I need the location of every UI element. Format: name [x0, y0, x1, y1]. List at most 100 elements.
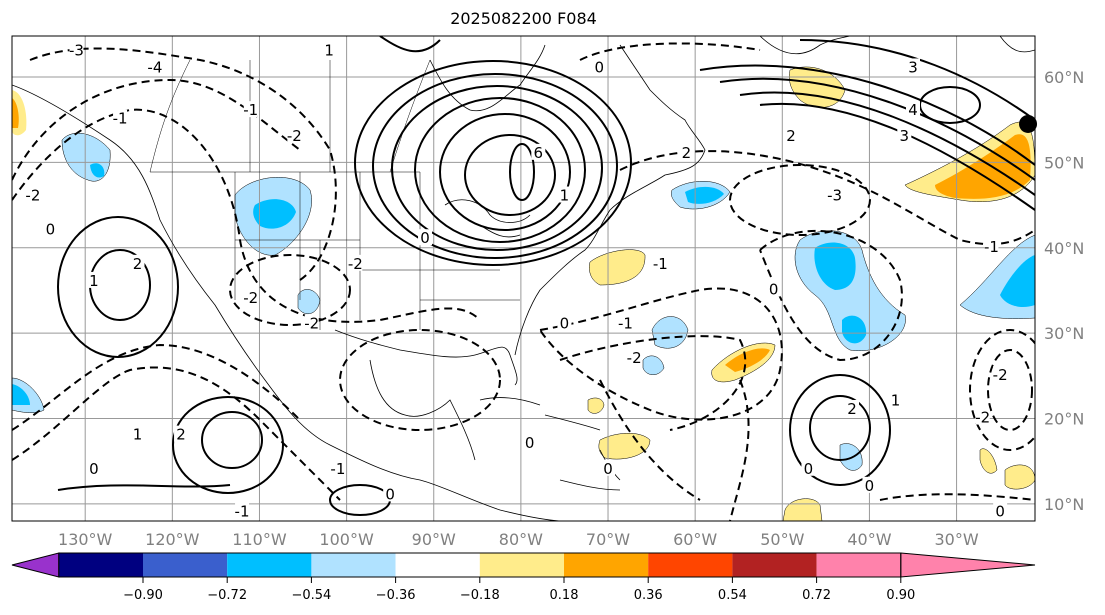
colorbar-tick-label: −0.90: [123, 588, 163, 603]
x-tick-label: 120°W: [145, 530, 200, 549]
fill-positive: [587, 397, 605, 414]
colorbar-tick-label: −0.54: [291, 588, 331, 603]
contour-label: -2: [25, 187, 40, 205]
y-tick-label: 40°N: [1044, 239, 1084, 258]
contour-negative: [879, 493, 1035, 501]
location-marker: [1019, 114, 1038, 133]
contour-label: -1: [618, 315, 633, 333]
contour-positive: [57, 216, 179, 358]
contour-label-bg: [235, 502, 250, 519]
contour-label: -1: [235, 502, 250, 520]
contour-negative: [729, 379, 750, 521]
y-tick-label: 50°N: [1044, 153, 1084, 172]
contour-positive: [354, 60, 632, 266]
contour-label: 3: [900, 127, 910, 145]
contour-label: 1: [560, 187, 570, 205]
contour-lines-negative: [12, 42, 1035, 521]
colorbar-tick-label: 0.72: [802, 588, 831, 603]
colorbar-tick-label: 0.36: [634, 588, 663, 603]
contour-positive: [699, 64, 1035, 166]
contour-label-bg: [418, 229, 433, 246]
fill-negative-strong: [12, 384, 30, 405]
coastlines: [12, 36, 1035, 521]
contour-label: -1: [113, 110, 128, 128]
contour-label-bg: [25, 186, 40, 203]
contour-label: 0: [560, 315, 570, 333]
contour-label: 2: [176, 426, 186, 444]
x-tick-label: 90°W: [412, 530, 456, 549]
contour-positive: [509, 143, 535, 201]
coastline-gulf-coast: [334, 329, 518, 461]
contour-positive: [379, 36, 441, 53]
fill-negative: [642, 316, 689, 375]
contour-label-bg: [43, 220, 58, 237]
colorbar-segment: [395, 553, 480, 577]
contour-positive: [201, 411, 263, 469]
contour-label-bg: [845, 399, 860, 416]
contour-label: -1: [984, 238, 999, 256]
fill-positive-strong: [935, 134, 1031, 199]
contour-label-bg: [653, 254, 668, 271]
contour-label: -1: [653, 255, 668, 273]
contour-positive: [789, 374, 891, 486]
contour-label-bg: [784, 126, 799, 143]
contour-label: 1: [89, 272, 99, 290]
y-tick-label: 20°N: [1044, 410, 1084, 429]
contour-positive: [172, 396, 284, 494]
coastline-caribbean: [479, 397, 621, 491]
contour-label-bg: [383, 485, 398, 502]
contour-negative: [229, 254, 351, 326]
contour-label-bg: [862, 476, 877, 493]
contour-label: 2: [847, 400, 857, 418]
contour-label-bg: [69, 41, 84, 58]
contour-label: -2: [348, 255, 363, 273]
contour-label: 0: [420, 229, 430, 247]
shaded-anomaly-fills: [12, 66, 1035, 521]
contour-positive: [799, 39, 1035, 121]
contour-label: 4: [908, 101, 918, 119]
contour-negative: [12, 78, 301, 181]
contour-label: -3: [69, 41, 84, 59]
contour-label: 0: [595, 58, 605, 76]
contour-label: -2: [993, 366, 1008, 384]
latitude-ticks: 60°N 50°N 40°N 30°N 20°N 10°N: [1044, 68, 1084, 514]
colorbar-tick-label: 0.54: [718, 588, 747, 603]
contour-label-bg: [906, 58, 921, 75]
colorbar-segment: [564, 553, 649, 577]
contour-label-bg: [113, 109, 128, 126]
contour-label: -3: [827, 187, 842, 205]
contour-positive: [57, 484, 231, 491]
contour-label-bg: [557, 314, 572, 331]
contour-label-bg: [86, 271, 101, 288]
contour-label: 1: [891, 391, 901, 409]
contour-negative: [29, 47, 337, 281]
contour-positive: [719, 77, 1035, 181]
contour-negative: [12, 343, 301, 431]
contour-label-bg: [888, 391, 903, 408]
colorbar-segment: [732, 553, 817, 577]
fill-negative-strong: [1000, 255, 1035, 307]
contour-positive: [809, 395, 871, 461]
coastline-east-coast: [514, 44, 706, 356]
x-tick-label: 30°W: [934, 530, 978, 549]
contour-label: 0: [89, 460, 99, 478]
contour-label-bg: [592, 58, 607, 75]
contour-label: 0: [46, 221, 56, 239]
contour-label: -1: [243, 101, 258, 119]
contour-label-bg: [984, 237, 999, 254]
contour-label: -4: [147, 58, 162, 76]
contour-label: 2: [682, 144, 692, 162]
colorbar-tick-label: −0.36: [376, 588, 416, 603]
y-tick-label: 10°N: [1044, 495, 1084, 514]
contour-positive: [414, 97, 586, 243]
us-borders: [150, 171, 520, 330]
contour-lines: [57, 36, 1035, 516]
contour-label-bg: [304, 314, 319, 331]
x-tick-label: 40°W: [847, 530, 891, 549]
contour-negative: [539, 287, 783, 421]
contour-negative: [339, 329, 501, 431]
contour-label-bg: [766, 280, 781, 297]
contour-negative: [759, 229, 903, 362]
contour-label: 0: [865, 477, 875, 495]
contour-positive: [739, 91, 1035, 196]
